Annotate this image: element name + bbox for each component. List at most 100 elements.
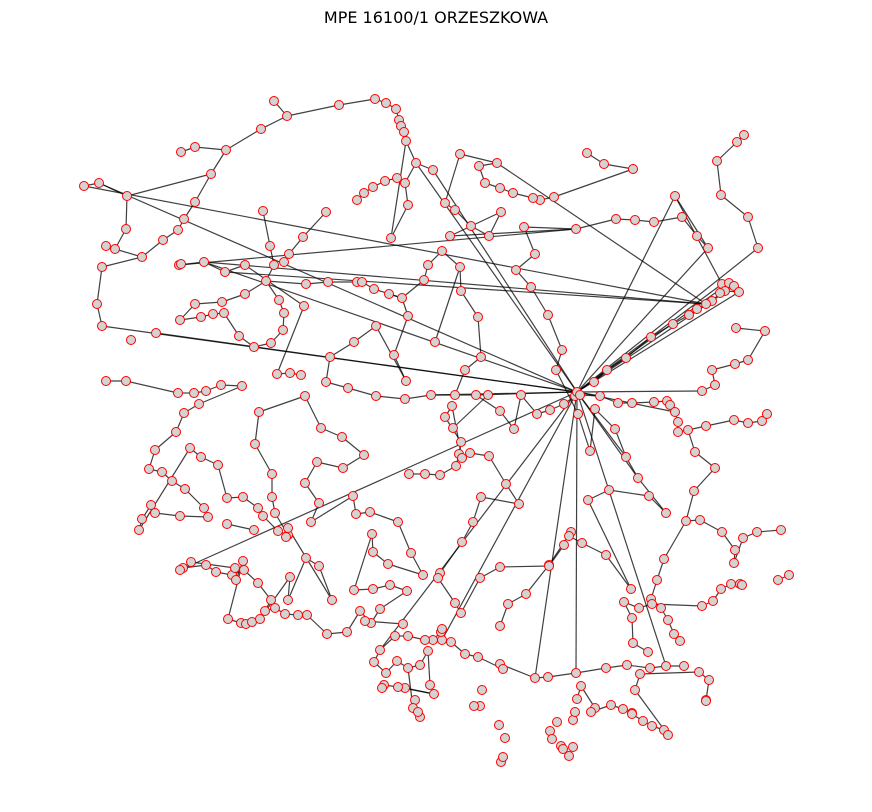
graph-node [283,523,293,533]
graph-node [201,560,211,570]
graph-node [151,328,161,338]
graph-node [586,707,596,717]
graph-node [549,192,559,202]
graph-node [626,584,636,594]
graph-node [701,299,711,309]
graph-edge [547,314,563,351]
graph-edge [194,173,212,203]
graph-node [367,529,377,539]
graph-node [238,492,248,502]
graph-node [704,675,714,685]
graph-edge [101,256,143,268]
graph-edge [534,391,578,679]
graph-edge [576,391,667,667]
graph-node [679,661,689,671]
graph-node [670,191,680,201]
graph-node [423,646,433,656]
graph-node [383,559,393,569]
graph-node [316,423,326,433]
graph-node [743,355,753,365]
graph-edge [575,667,607,674]
graph-node [403,200,413,210]
graph-node [269,260,279,270]
graph-node [570,707,580,717]
graph-edge [576,247,709,393]
graph-node [314,498,324,508]
graph-node [715,288,725,298]
graph-edge [513,394,522,430]
graph-node [393,682,403,692]
graph-edge [693,467,716,492]
graph-node [94,178,104,188]
graph-node [390,631,400,641]
graph-node [456,286,466,296]
graph-node [269,96,279,106]
graph-edge [605,554,632,590]
graph-node [426,390,436,400]
graph-node [551,365,561,375]
graph-node [101,241,111,251]
graph-node [349,337,359,347]
graph-node [450,205,460,215]
graph-node [628,638,638,648]
graph-node [261,276,271,286]
graph-node [498,664,508,674]
graph-node [213,460,223,470]
graph-node [250,439,260,449]
graph-node [622,660,632,670]
graph-node [201,386,211,396]
graph-node [604,485,614,495]
graph-edge [338,98,376,106]
graph-edge [460,577,481,614]
graph-edge [523,226,577,230]
graph-node [739,130,749,140]
graph-node [743,418,753,428]
graph-node [568,742,578,752]
graph-node [352,195,362,205]
graph-edge [576,291,740,393]
graph-node [661,508,671,518]
graph-node [564,531,574,541]
graph-edge [387,563,424,576]
graph-node [495,183,505,193]
graph-node [157,467,167,477]
graph-node [351,509,361,519]
graph-node [429,689,439,699]
graph-node [692,231,702,241]
graph-node [306,517,316,527]
graph-node [267,492,277,502]
graph-node [196,312,206,322]
graph-edge [190,561,236,569]
graph-node [433,573,443,583]
graph-node [222,493,232,503]
graph-node [448,423,458,433]
graph-node [647,599,657,609]
graph-edge [434,266,461,343]
graph-node [737,580,747,590]
graph-node [694,667,704,677]
graph-edge [575,391,578,674]
graph-edge [477,316,482,358]
graph-node [683,425,693,435]
graph-node [239,565,249,575]
graph-node [475,573,485,583]
graph-node [403,631,413,641]
graph-edge [496,162,707,305]
graph-node [370,94,380,104]
graph-node [602,365,612,375]
graph-node [199,503,209,513]
graph-node [92,299,102,309]
graph-node [695,515,705,525]
graph-node [208,309,218,319]
graph-edge [125,195,128,230]
graph-node [167,476,177,486]
graph-edge [575,218,617,230]
graph-node [392,173,402,183]
graph-node [559,399,569,409]
graph-node [573,409,583,419]
graph-node [495,621,505,631]
graph-edge [553,168,634,198]
graph-node [79,181,89,191]
graph-node [419,275,429,285]
